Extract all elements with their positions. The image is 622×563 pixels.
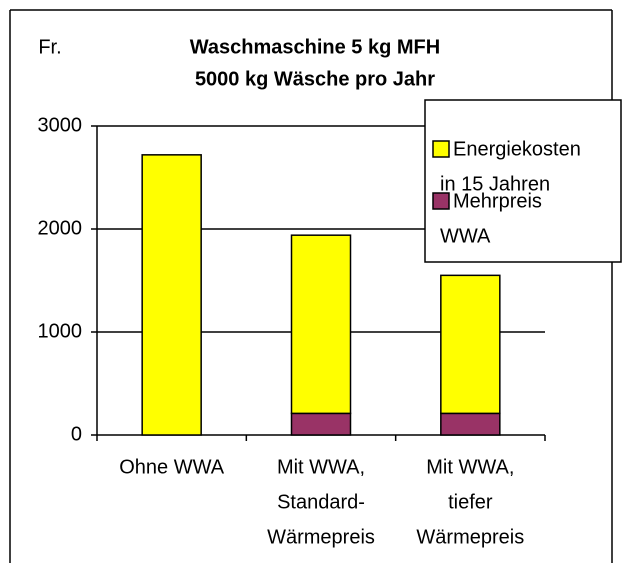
bar-segment [141, 154, 202, 436]
legend-swatch [432, 140, 450, 158]
x-tick-label: Wärmepreis [267, 526, 375, 548]
bar-segment [440, 412, 501, 436]
y-axis-label: Fr. [38, 36, 61, 58]
bar-segment [440, 274, 501, 415]
y-tick-label: 0 [71, 423, 82, 445]
x-tick-label: Ohne WWA [119, 456, 224, 478]
y-tick-label: 3000 [38, 114, 83, 136]
x-tick-label: tiefer [448, 491, 493, 513]
legend-swatch [432, 192, 450, 210]
y-tick-label: 2000 [38, 217, 83, 239]
x-tick-label: Standard- [277, 491, 365, 513]
x-tick-label: Wärmepreis [416, 526, 524, 548]
x-tick-label: Mit WWA, [277, 456, 365, 478]
legend-label: Mehrpreis [453, 190, 542, 212]
x-tick-label: Mit WWA, [426, 456, 514, 478]
legend-label: Energiekosten [453, 138, 581, 160]
chart-title: Waschmaschine 5 kg MFH [190, 36, 440, 58]
legend-label: in 15 Jahren [440, 173, 550, 195]
bar-segment [290, 412, 352, 436]
chart-title: 5000 kg Wäsche pro Jahr [195, 68, 435, 90]
bar-segment [290, 234, 352, 415]
legend-box [424, 99, 622, 263]
y-tick-label: 1000 [38, 320, 83, 342]
legend-label: WWA [440, 225, 491, 247]
